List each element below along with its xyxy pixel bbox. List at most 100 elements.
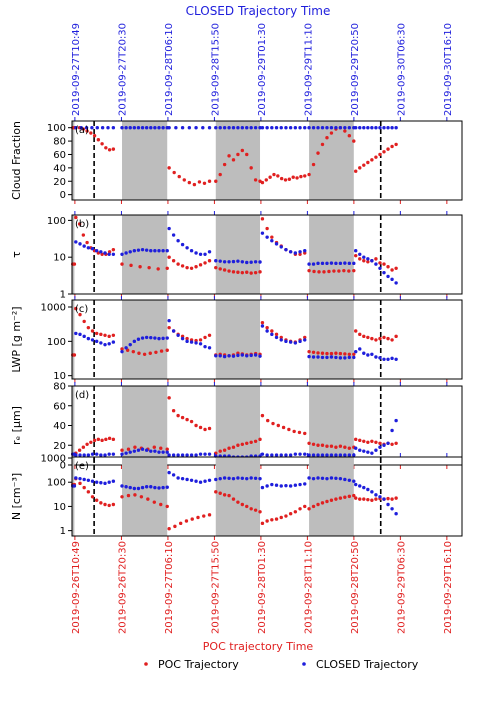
data-point [161, 450, 165, 454]
data-point [297, 430, 302, 435]
data-point [218, 125, 222, 130]
data-point [362, 125, 366, 130]
data-point [366, 353, 370, 357]
data-point [159, 502, 163, 507]
data-point [120, 452, 124, 456]
y-axis-label: Cloud Fraction [10, 121, 23, 200]
data-point [99, 453, 103, 457]
data-point [167, 125, 171, 130]
data-point [82, 477, 86, 482]
data-point [74, 240, 78, 244]
data-point [307, 441, 311, 445]
data-point [149, 449, 153, 453]
data-point [249, 476, 253, 480]
data-point [227, 154, 231, 158]
y-axis-label: LWP [g m⁻²] [10, 306, 23, 372]
data-point [334, 445, 338, 449]
y-tick-label: 80 [53, 137, 66, 148]
top-tick-label: 2019-09-29T20:50 [350, 23, 361, 116]
data-point [222, 268, 227, 272]
data-point [347, 269, 351, 273]
data-point [382, 262, 386, 266]
data-point [207, 259, 212, 263]
data-point [136, 337, 141, 341]
data-point [386, 147, 390, 151]
data-point [366, 335, 370, 340]
data-point [362, 497, 366, 501]
data-point [329, 355, 334, 359]
data-point [222, 493, 227, 497]
data-point [303, 335, 307, 340]
bottom-tick-label: 2019-09-29T06:30 [396, 541, 407, 634]
data-point [194, 453, 198, 457]
y-tick-label: 100 [47, 337, 66, 348]
data-point [354, 496, 358, 500]
data-point [298, 452, 302, 456]
data-point [218, 476, 222, 481]
data-point [198, 252, 203, 256]
data-point [298, 482, 302, 487]
data-point [82, 453, 86, 457]
data-point [265, 125, 269, 130]
data-point [258, 260, 262, 264]
data-point [138, 265, 142, 269]
data-point [307, 354, 311, 359]
data-point [303, 431, 307, 436]
data-point [265, 484, 269, 488]
data-point [171, 473, 176, 477]
data-point [78, 481, 82, 486]
data-point [90, 479, 95, 483]
data-point [245, 354, 249, 358]
data-point [329, 125, 334, 130]
data-point [260, 452, 265, 456]
bottom-tick-label: 2019-09-28T01:30 [257, 541, 268, 634]
shaded-region [309, 300, 354, 379]
data-point [279, 125, 283, 130]
data-point [394, 512, 398, 516]
panel-4: 1 10 100 1000 (e) N [cm⁻³] [10, 453, 463, 540]
data-point [148, 351, 152, 355]
data-point [288, 453, 293, 457]
data-point [325, 444, 329, 448]
data-point [144, 485, 149, 489]
data-point [270, 518, 274, 522]
data-point [149, 335, 153, 340]
data-point [343, 125, 347, 130]
data-point [140, 125, 145, 130]
y-axis-label: N [cm⁻³] [10, 473, 23, 520]
data-point [227, 354, 231, 358]
data-point [167, 226, 171, 231]
data-point [120, 448, 124, 452]
data-point [165, 249, 169, 253]
data-point [374, 448, 378, 452]
data-point [126, 493, 131, 498]
data-point [187, 125, 192, 130]
data-point [386, 496, 390, 501]
bottom-tick-labels: 2019-09-26T10:49 2019-09-26T20:30 2019-09-… [71, 541, 454, 634]
data-point [167, 470, 171, 475]
data-point [274, 335, 279, 340]
data-point [99, 501, 103, 505]
data-point [189, 419, 194, 424]
data-point [347, 494, 352, 499]
data-point [111, 479, 116, 483]
y-tick-label: 10 [53, 502, 66, 513]
data-point [354, 349, 358, 354]
data-point [311, 162, 316, 167]
data-point [307, 476, 311, 480]
data-point [218, 172, 222, 177]
data-point [185, 339, 189, 344]
data-point [390, 497, 394, 501]
data-point [74, 331, 78, 336]
data-point [78, 453, 82, 457]
data-point [74, 215, 78, 220]
data-point [189, 266, 194, 270]
data-point [86, 478, 91, 482]
data-point [253, 353, 258, 357]
data-point [265, 235, 269, 239]
shaded-region [72, 386, 75, 465]
data-point [100, 142, 104, 146]
data-point [214, 265, 218, 270]
data-point [283, 178, 288, 182]
data-point [203, 479, 207, 483]
